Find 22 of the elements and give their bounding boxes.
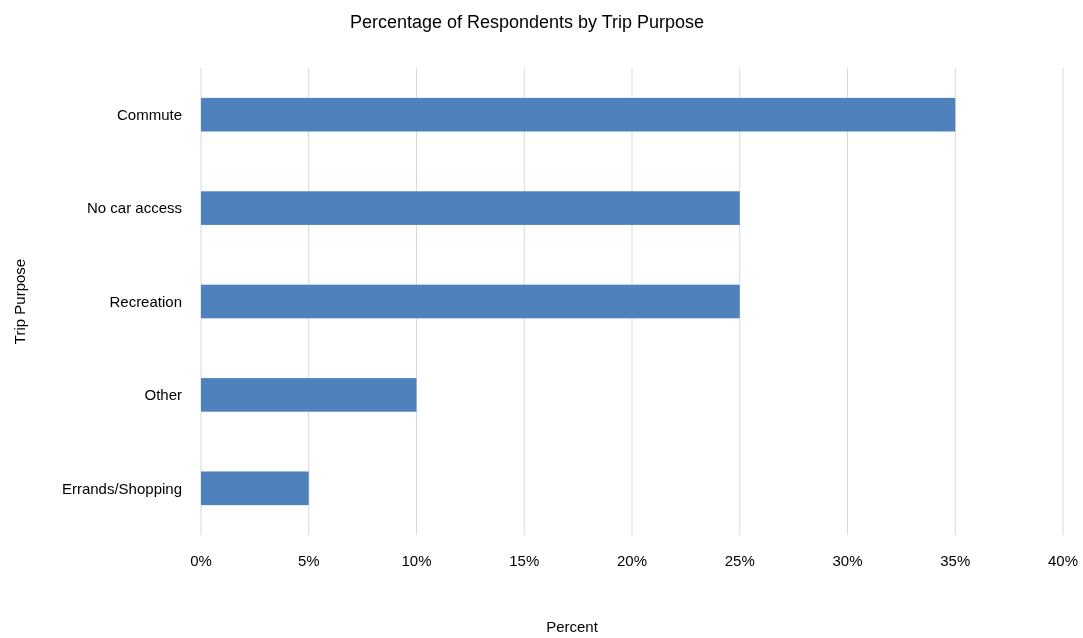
x-tick-label: 40% bbox=[1047, 552, 1079, 569]
x-tick-label: 0% bbox=[190, 552, 212, 569]
x-axis-title: Percent bbox=[546, 618, 599, 635]
bar bbox=[201, 191, 740, 225]
bar bbox=[201, 378, 417, 412]
x-tick-label: 20% bbox=[616, 552, 648, 569]
x-tick-label: 5% bbox=[297, 552, 320, 569]
y-tick-label: Other bbox=[144, 386, 182, 404]
chart-title: Percentage of Respondents by Trip Purpose bbox=[349, 12, 705, 32]
x-tick-label: 35% bbox=[940, 552, 971, 569]
x-tick-label: 10% bbox=[401, 552, 432, 569]
x-tick-label: 25% bbox=[724, 552, 755, 569]
bar bbox=[201, 284, 740, 319]
y-tick-label: Errands/Shopping bbox=[61, 479, 182, 497]
bar bbox=[201, 97, 956, 132]
y-tick-label: Recreation bbox=[109, 292, 182, 310]
bar bbox=[201, 471, 309, 506]
y-tick-label: Commute bbox=[116, 105, 182, 123]
y-tick-label: No car access bbox=[86, 199, 182, 217]
y-axis-title: Trip Purpose bbox=[11, 258, 28, 345]
x-tick-label: 15% bbox=[509, 552, 540, 569]
x-tick-label: 30% bbox=[832, 552, 863, 569]
